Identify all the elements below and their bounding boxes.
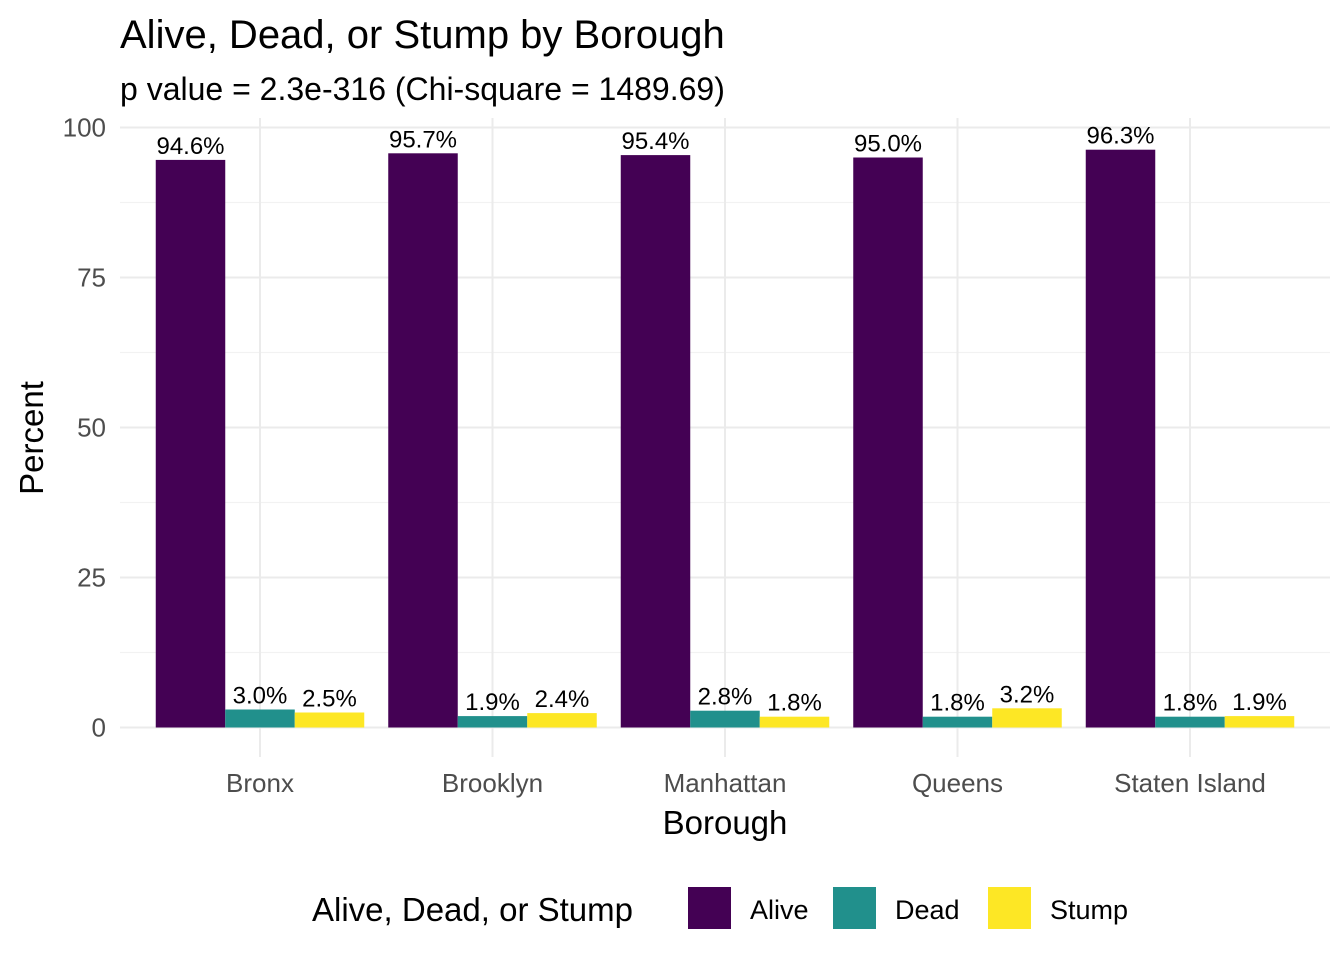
legend: Alive, Dead, or Stump Alive Dead Stump xyxy=(312,887,1128,929)
bar-value-label: 2.5% xyxy=(302,686,357,713)
bar-value-label: 1.8% xyxy=(767,690,822,717)
x-tick-label: Brooklyn xyxy=(442,768,543,798)
y-tick-label: 100 xyxy=(63,113,106,143)
bar-stump xyxy=(1224,716,1295,728)
bar-alive xyxy=(155,159,226,728)
y-axis-ticks: 0 25 50 75 100 xyxy=(63,113,106,743)
bar-dead xyxy=(225,709,295,728)
legend-key-alive xyxy=(688,887,731,929)
legend-title: Alive, Dead, or Stump xyxy=(312,891,633,928)
bar-stump xyxy=(759,716,830,728)
y-tick-label: 75 xyxy=(77,263,106,293)
bar-value-label: 95.7% xyxy=(389,126,457,153)
bar-dead xyxy=(1155,716,1225,728)
bar-stump xyxy=(294,712,365,728)
bar-value-label: 96.3% xyxy=(1086,123,1154,150)
legend-label-alive: Alive xyxy=(750,895,809,925)
chart-subtitle: p value = 2.3e-316 (Chi-square = 1489.69… xyxy=(120,71,725,107)
bar-value-label: 95.0% xyxy=(854,131,922,158)
x-axis-ticks: Bronx Brooklyn Manhattan Queens Staten Islan… xyxy=(226,768,1266,798)
bar-value-label: 1.9% xyxy=(1232,689,1287,716)
bar-alive xyxy=(1085,149,1156,728)
bar-alive xyxy=(388,153,458,728)
bar-alive xyxy=(620,155,691,728)
legend-label-stump: Stump xyxy=(1050,895,1128,925)
bar-dead xyxy=(922,716,993,728)
bar-dead xyxy=(457,716,528,728)
y-tick-label: 0 xyxy=(92,713,106,743)
bar-value-label: 3.0% xyxy=(233,683,288,710)
legend-key-dead xyxy=(833,887,876,929)
bar-dead xyxy=(690,710,760,728)
x-tick-label: Queens xyxy=(912,768,1003,798)
x-tick-label: Bronx xyxy=(226,768,294,798)
legend-key-stump xyxy=(988,887,1031,929)
chart-title: Alive, Dead, or Stump by Borough xyxy=(120,13,725,57)
bar-stump xyxy=(992,708,1062,728)
bar-labels: 94.6% 95.7% 95.4% 95.0% 96.3% 3.0% 1.9% 2.8% 1.8… xyxy=(156,123,1286,717)
y-axis-title: Percent xyxy=(13,381,50,495)
x-axis-title: Borough xyxy=(663,804,788,841)
bar-stump xyxy=(527,713,597,728)
y-tick-label: 50 xyxy=(77,413,106,443)
bars xyxy=(155,149,1295,728)
bar-value-label: 1.8% xyxy=(1163,690,1218,717)
legend-label-dead: Dead xyxy=(895,895,960,925)
bar-value-label: 3.2% xyxy=(1000,681,1055,708)
bar-value-label: 2.4% xyxy=(535,686,590,713)
bar-value-label: 2.8% xyxy=(698,684,753,711)
bar-value-label: 1.8% xyxy=(930,690,985,717)
bar-value-label: 1.9% xyxy=(465,689,520,716)
bar-value-label: 95.4% xyxy=(621,128,689,155)
y-tick-label: 25 xyxy=(77,563,106,593)
x-tick-label: Manhattan xyxy=(664,768,787,798)
x-tick-label: Staten Island xyxy=(1114,768,1266,798)
bar-alive xyxy=(853,157,923,728)
bar-value-label: 94.6% xyxy=(156,133,224,160)
